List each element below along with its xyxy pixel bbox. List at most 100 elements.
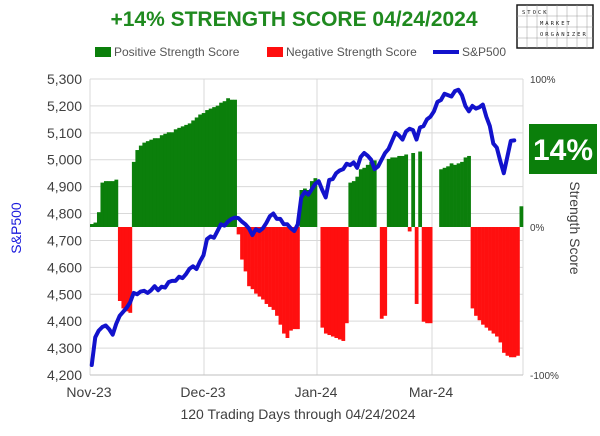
positive-strength-bar <box>463 157 468 227</box>
positive-strength-bar <box>142 142 147 227</box>
negative-strength-bar <box>379 227 384 319</box>
positive-strength-bar <box>355 176 360 227</box>
strength-bars <box>90 98 524 358</box>
positive-strength-bar <box>96 212 101 227</box>
negative-strength-bar <box>243 227 248 272</box>
positive-strength-bar <box>233 99 237 227</box>
positive-strength-bar <box>208 108 213 227</box>
current-score-badge: 14% <box>529 124 597 174</box>
positive-strength-bar <box>390 157 395 227</box>
positive-strength-bar <box>372 160 377 227</box>
y-right-tick-label: -100% <box>530 371 559 382</box>
negative-strength-bar <box>292 227 297 330</box>
y-left-tick-label: 4,800 <box>47 206 82 222</box>
positive-strength-bar <box>194 117 199 227</box>
negative-strength-bar <box>495 227 499 337</box>
legend-label-negative: Negative Strength Score <box>286 45 417 59</box>
negative-strength-bar <box>341 227 346 341</box>
y-left-tick-label: 4,600 <box>47 259 82 275</box>
positive-strength-bar <box>418 151 423 227</box>
negative-strength-bar <box>320 227 325 328</box>
positive-strength-bar <box>358 169 363 227</box>
negative-strength-bar <box>250 227 255 290</box>
negative-strength-bar <box>344 227 349 324</box>
positive-strength-bar <box>107 181 112 227</box>
negative-strength-bar <box>414 227 419 304</box>
negative-strength-bar <box>289 227 293 331</box>
negative-strength-bar <box>488 227 492 331</box>
y-left-tick-label: 5,200 <box>47 98 82 114</box>
positive-strength-bar <box>446 166 450 227</box>
negative-strength-bar <box>502 227 506 353</box>
negative-strength-bar <box>128 227 133 313</box>
positive-strength-bar <box>351 181 356 227</box>
positive-strength-bar <box>212 107 217 227</box>
negative-strength-bar <box>481 227 485 325</box>
legend: Positive Strength Score Negative Strengt… <box>95 45 506 59</box>
positive-strength-bar <box>229 99 234 227</box>
positive-strength-bar <box>170 132 175 227</box>
positive-strength-bar <box>110 181 115 227</box>
positive-strength-bar <box>348 182 353 227</box>
negative-strength-bar <box>261 227 265 300</box>
negative-strength-bar <box>484 227 489 328</box>
positive-strength-bar <box>180 126 185 227</box>
negative-strength-bar <box>271 227 276 310</box>
legend-swatch-positive <box>95 47 111 57</box>
positive-strength-bar <box>173 129 178 227</box>
negative-strength-bar <box>323 227 328 334</box>
positive-strength-bar <box>159 135 164 227</box>
negative-strength-bar <box>491 227 496 334</box>
sp500-line <box>89 87 517 368</box>
positive-strength-bar <box>187 123 192 227</box>
positive-strength-bar <box>453 164 457 227</box>
negative-strength-bar <box>282 227 286 334</box>
negative-strength-bar <box>509 227 513 358</box>
negative-strength-bar <box>124 227 129 312</box>
positive-strength-bar <box>226 98 230 228</box>
negative-strength-bar <box>512 227 517 358</box>
y-axis-right-label: Strength Score <box>567 181 583 275</box>
sp500-line-group <box>89 87 517 368</box>
negative-strength-bar <box>470 227 475 309</box>
positive-strength-bar <box>156 138 161 227</box>
negative-strength-bar <box>268 227 272 307</box>
negative-strength-bar <box>428 227 433 324</box>
positive-strength-bar <box>393 157 398 227</box>
y-left-tick-label: 5,000 <box>47 152 82 168</box>
negative-strength-bar <box>240 227 244 260</box>
x-tick-label: Dec-23 <box>180 384 225 400</box>
positive-strength-bar <box>313 178 318 227</box>
x-tick-label: Mar-24 <box>409 384 454 400</box>
positive-strength-bar <box>201 113 206 227</box>
y-left-tick-label: 4,200 <box>47 367 82 383</box>
positive-strength-bar <box>103 181 108 227</box>
negative-strength-bar <box>337 227 342 340</box>
negative-strength-bar <box>121 227 126 309</box>
positive-strength-bar <box>90 224 94 227</box>
negative-strength-bar <box>474 227 478 316</box>
positive-strength-bar <box>449 163 454 227</box>
negative-strength-bar <box>285 227 290 338</box>
positive-strength-bar <box>362 167 367 227</box>
negative-strength-bar <box>264 227 269 304</box>
positive-strength-bar <box>306 190 311 227</box>
y-right-tick-label: 0% <box>530 223 545 234</box>
positive-strength-bar <box>404 154 409 227</box>
positive-strength-bar <box>163 133 168 227</box>
positive-strength-bar <box>177 127 182 227</box>
positive-strength-bar <box>191 120 196 227</box>
y-left-tick-label: 4,700 <box>47 232 82 248</box>
negative-strength-bar <box>254 227 258 294</box>
y-left-tick-label: 5,300 <box>47 71 82 87</box>
negative-strength-bar <box>516 227 520 356</box>
legend-label-positive: Positive Strength Score <box>114 45 240 59</box>
positive-strength-bar <box>460 161 464 227</box>
positive-strength-bar <box>114 179 119 227</box>
positive-strength-bar <box>411 153 416 227</box>
positive-strength-bar <box>145 141 150 227</box>
positive-strength-bar <box>166 132 171 227</box>
y-left-tick-label: 4,500 <box>47 286 82 302</box>
positive-strength-bar <box>456 163 461 227</box>
